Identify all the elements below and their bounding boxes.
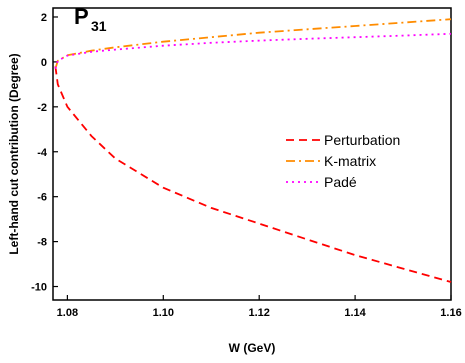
- series-line-3: [54, 32, 452, 69]
- panel-label-subscript: 31: [91, 18, 107, 34]
- series-line-1: [54, 66, 452, 283]
- y-tick-label: 0: [41, 57, 47, 69]
- y-tick-label: -6: [37, 192, 47, 204]
- y-axis-ticks: -10 -8 -6 -4 -2 0 2: [31, 12, 58, 294]
- y-axis-title: Left-hand cut contribution (Degree): [7, 53, 21, 254]
- x-tick-label: 1.16: [440, 307, 461, 319]
- panel-label: P: [74, 4, 89, 29]
- x-axis-title: W (GeV): [229, 341, 276, 355]
- y-tick-label: -4: [37, 147, 48, 159]
- y-tick-label: -2: [37, 102, 47, 114]
- x-tick-label: 1.12: [248, 307, 269, 319]
- legend-label: Padé: [324, 174, 357, 190]
- x-tick-label: 1.14: [344, 307, 366, 319]
- y-tick-label: -8: [37, 237, 47, 249]
- series-line-2: [54, 18, 452, 69]
- legend: Perturbation K-matrix Padé: [286, 132, 400, 190]
- plot-frame: [52, 7, 452, 301]
- legend-label: K-matrix: [324, 153, 376, 169]
- legend-label: Perturbation: [324, 132, 400, 148]
- x-axis-ticks: 1.08 1.10 1.12 1.14 1.16: [57, 295, 462, 319]
- x-tick-label: 1.08: [57, 307, 78, 319]
- x-tick-label: 1.10: [153, 307, 174, 319]
- y-tick-label: -10: [31, 282, 47, 294]
- series-layer: [54, 18, 452, 283]
- y-tick-label: 2: [41, 12, 47, 24]
